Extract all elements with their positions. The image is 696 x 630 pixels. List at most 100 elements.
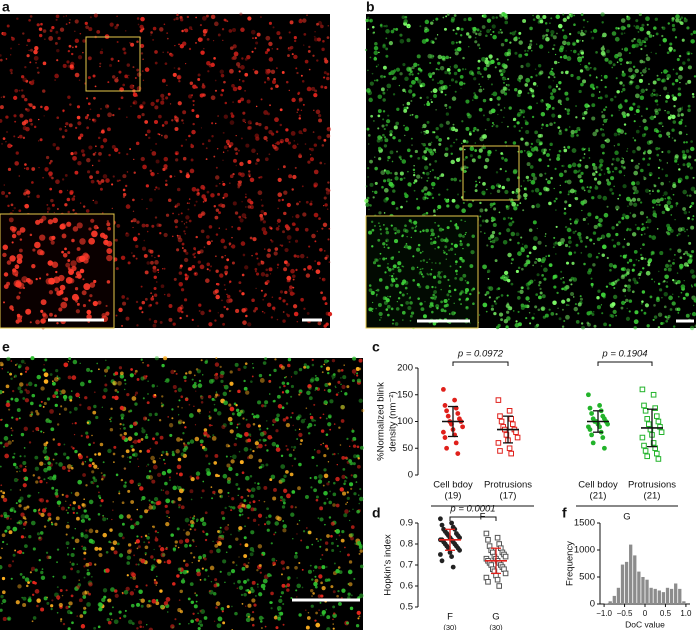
signal (40, 570, 44, 575)
signal (29, 571, 32, 574)
signal (125, 184, 128, 188)
signal (210, 14, 216, 20)
signal (290, 596, 293, 600)
signal (461, 120, 464, 123)
signal (368, 208, 370, 211)
signal (569, 222, 572, 225)
signal (65, 15, 67, 17)
signal (23, 167, 26, 170)
signal (30, 48, 34, 52)
signal (493, 300, 496, 303)
signal (652, 212, 657, 218)
signal (448, 289, 452, 294)
signal (559, 184, 562, 187)
signal (116, 15, 118, 18)
signal (379, 232, 383, 235)
signal (296, 71, 299, 75)
signal (155, 159, 160, 164)
signal (180, 212, 183, 215)
signal (380, 23, 383, 27)
signal (144, 297, 148, 301)
signal (184, 232, 187, 235)
signal (498, 312, 504, 317)
signal (396, 300, 398, 303)
signal (633, 170, 639, 176)
signal (314, 585, 318, 589)
signal (513, 125, 516, 128)
signal (180, 144, 184, 147)
signal (240, 65, 245, 70)
signal (463, 169, 467, 174)
signal (612, 280, 617, 285)
signal (203, 428, 208, 432)
signal (164, 490, 170, 495)
signal (490, 245, 494, 249)
signal (203, 188, 205, 191)
signal (427, 100, 429, 103)
signal (270, 227, 273, 230)
signal (321, 565, 326, 570)
signal (129, 373, 134, 378)
signal (641, 300, 644, 303)
signal (155, 301, 159, 305)
signal (55, 488, 59, 492)
signal (545, 233, 547, 235)
signal (155, 599, 159, 602)
signal (325, 190, 330, 195)
signal (438, 69, 440, 71)
signal (329, 399, 334, 404)
signal (65, 500, 67, 502)
signal (524, 49, 527, 52)
signal (671, 19, 675, 22)
signal (150, 149, 152, 151)
signal (382, 43, 386, 47)
signal (644, 44, 647, 48)
signal (460, 27, 464, 31)
signal (237, 494, 239, 497)
signal (267, 248, 271, 253)
signal (460, 219, 463, 222)
signal (13, 95, 18, 100)
signal (635, 258, 638, 261)
signal (176, 202, 181, 207)
signal (574, 189, 577, 193)
signal (118, 107, 121, 111)
signal (421, 189, 425, 193)
signal (47, 461, 52, 465)
signal (618, 220, 621, 224)
signal (93, 96, 96, 100)
signal (667, 267, 672, 272)
signal (154, 105, 159, 110)
signal (149, 303, 152, 307)
signal (364, 198, 369, 203)
signal (380, 74, 384, 79)
signal (586, 217, 588, 219)
signal (58, 307, 63, 312)
signal (237, 226, 241, 231)
signal (279, 123, 283, 127)
signal (197, 191, 200, 195)
signal (93, 391, 96, 394)
signal (425, 285, 430, 290)
signal (434, 37, 438, 40)
signal (633, 250, 638, 254)
signal (82, 205, 86, 208)
signal (535, 14, 541, 19)
signal (521, 127, 523, 129)
signal (126, 63, 131, 67)
signal (320, 24, 324, 29)
signal (234, 211, 239, 215)
signal (215, 606, 218, 609)
signal (209, 63, 211, 66)
signal (217, 115, 219, 117)
signal (92, 118, 95, 122)
signal (72, 511, 75, 515)
signal (301, 80, 305, 83)
signal (555, 253, 557, 255)
signal (226, 605, 230, 609)
signal (462, 56, 465, 60)
signal (332, 590, 336, 594)
signal (558, 172, 564, 178)
signal (247, 561, 250, 564)
